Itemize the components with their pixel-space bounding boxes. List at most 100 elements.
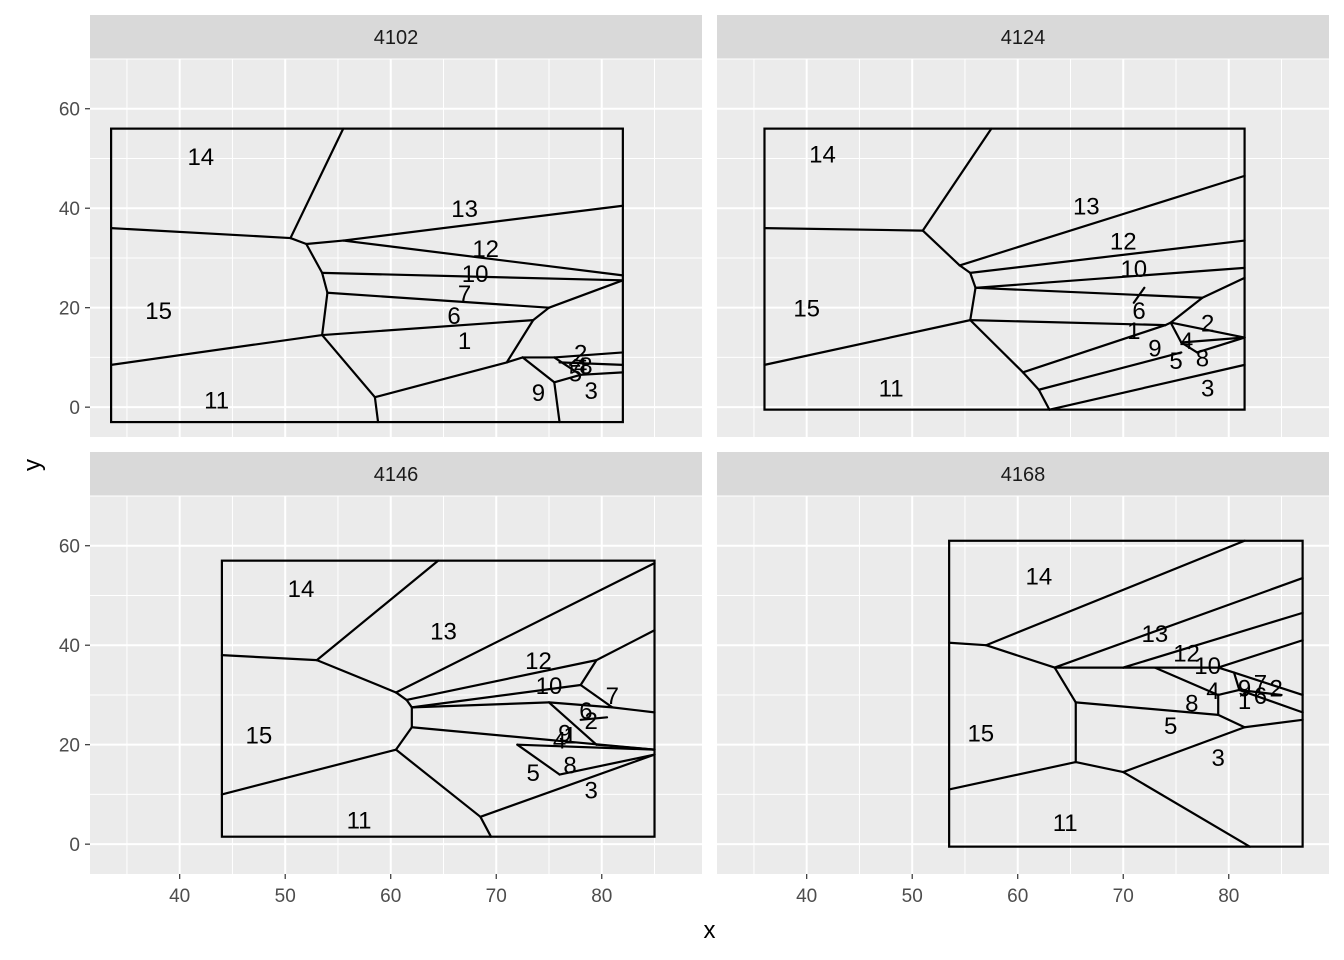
- cell-label: 12: [525, 648, 552, 675]
- tessellation-edge: [569, 358, 577, 366]
- tessellation-edge: [611, 706, 656, 714]
- x-tick-label: 60: [380, 886, 401, 907]
- tessellation-edge: [410, 701, 551, 709]
- y-tick-label: 60: [59, 100, 80, 121]
- tessellation-edge: [1021, 371, 1040, 391]
- tessellation-edge: [547, 279, 624, 309]
- x-tick-label: 80: [1218, 886, 1239, 907]
- cell-label: 7: [458, 281, 471, 308]
- tessellation-edge: [969, 271, 977, 289]
- cell-label: 15: [793, 296, 820, 323]
- tessellation-edge: [394, 748, 482, 818]
- tessellation-edge: [305, 239, 345, 246]
- facet-strip: [717, 452, 1329, 496]
- facet-strip-label: 4102: [374, 27, 419, 49]
- x-tick-label: 40: [796, 886, 817, 907]
- tessellation-edge: [553, 373, 582, 384]
- cell-label: 10: [1194, 653, 1221, 680]
- tessellation-edge: [763, 319, 972, 366]
- cell-label: 6: [579, 698, 592, 725]
- cell-label: 12: [1173, 641, 1200, 668]
- tessellation-edge: [220, 654, 318, 662]
- cell-label: 14: [187, 144, 214, 171]
- tessellation-edge: [921, 229, 961, 267]
- tessellation-edge: [1021, 323, 1167, 374]
- y-axis-title: y: [19, 459, 46, 471]
- cell-label: 8: [563, 753, 576, 780]
- tessellation-edge: [547, 701, 598, 746]
- tessellation-edge: [479, 815, 493, 838]
- cell-label: 15: [245, 723, 272, 750]
- tessellation-edge: [984, 644, 1056, 669]
- tessellation-edge: [553, 351, 624, 359]
- cell-label: 7: [606, 683, 619, 710]
- cell-label: 15: [145, 298, 172, 325]
- tessellation-edge: [958, 174, 1246, 267]
- tessellation-edge: [553, 381, 561, 424]
- tessellation-edge: [1048, 363, 1246, 411]
- tessellation-edge: [326, 291, 551, 309]
- tessellation-edge: [579, 659, 598, 687]
- tessellation-edge: [220, 748, 398, 796]
- tessellation-edge: [532, 306, 551, 322]
- cell-label: 9: [1238, 675, 1251, 702]
- tessellation-edge: [1074, 701, 1220, 716]
- tessellation-edge: [1238, 688, 1283, 697]
- tessellation-edge: [321, 333, 376, 399]
- facet-strip: [90, 15, 702, 59]
- tessellation-edge: [342, 204, 624, 242]
- tessellation-edge: [1153, 666, 1220, 697]
- cell-label: 4: [574, 353, 587, 380]
- tessellation-edge: [547, 701, 614, 709]
- tessellation-edge: [1217, 666, 1236, 674]
- tessellation-edge: [373, 396, 380, 424]
- cell-label: 3: [585, 378, 598, 405]
- panel-background: [717, 59, 1329, 437]
- tessellation-edge: [505, 356, 524, 364]
- cell-label: 3: [1201, 375, 1214, 402]
- cell-label: 10: [536, 673, 563, 700]
- tessellation-edge: [321, 319, 535, 337]
- tessellation-edge: [579, 716, 609, 721]
- tessellation-edge: [1053, 666, 1077, 704]
- x-tick-label: 40: [169, 886, 190, 907]
- tessellation-edge: [315, 559, 440, 662]
- cell-label: 4: [1206, 678, 1219, 705]
- cell-label: 11: [1053, 810, 1078, 837]
- cell-label: 1: [1238, 688, 1251, 715]
- cell-label: 10: [1120, 256, 1147, 283]
- tessellation-edge: [553, 356, 582, 376]
- tessellation-edge: [373, 361, 508, 399]
- cell-label: 13: [1142, 621, 1169, 648]
- tessellation-edge: [516, 743, 656, 751]
- y-tick-label: 40: [59, 199, 80, 220]
- tessellation-edge: [516, 743, 561, 776]
- tessellation-edge: [342, 239, 624, 277]
- x-tick-label: 50: [902, 886, 923, 907]
- cell-label: 3: [585, 777, 598, 804]
- facet-strip-label: 4124: [1001, 27, 1046, 49]
- tessellation-edge: [974, 266, 1246, 289]
- tessellation-edge: [1132, 286, 1146, 304]
- cell-label: 5: [1164, 713, 1177, 740]
- panel-background: [90, 496, 702, 874]
- tessellation-edge: [579, 683, 614, 709]
- tessellation-edge: [1196, 336, 1246, 354]
- cell-label: 11: [347, 807, 372, 834]
- tessellation-edge: [1217, 713, 1246, 729]
- tessellation-edge: [1180, 341, 1199, 354]
- tessellation-edge: [405, 698, 413, 709]
- y-tick-label: 0: [69, 398, 80, 419]
- cell-label: 11: [204, 388, 229, 415]
- tessellation-edge: [921, 127, 993, 232]
- tessellation-edge: [1122, 726, 1246, 774]
- cell-label: 6: [1132, 298, 1145, 325]
- tessellation-edge: [315, 659, 398, 694]
- cell-label: 3: [1212, 745, 1225, 772]
- tessellation-edge: [1169, 321, 1246, 339]
- cell-label: 2: [585, 708, 598, 735]
